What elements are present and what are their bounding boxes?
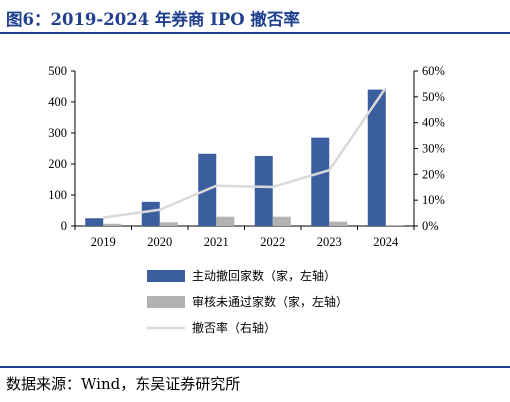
x-tick-label: 2022 [260,235,285,249]
x-tick-label: 2020 [147,235,172,249]
right-tick-label: 30% [422,142,445,156]
line-rate [103,87,387,219]
left-tick-label: 500 [48,64,67,78]
left-tick-label: 0 [61,219,67,233]
source-note: 数据来源：Wind，东吴证券研究所 [6,375,241,393]
right-tick-label: 0% [422,219,439,233]
right-tick-label: 10% [422,193,445,207]
chart-bars [85,89,404,226]
legend-swatch-withdrawn [147,270,185,282]
left-tick-label: 300 [48,126,67,140]
legend-label: 撤否率（右轴） [192,320,276,335]
title-rule [0,32,510,34]
legend-label: 审核未通过家数（家，左轴） [192,294,348,309]
x-tick-label: 2023 [317,235,342,249]
bar-withdrawn [254,155,273,226]
bar-rejected [385,225,404,226]
x-tick-label: 2019 [91,235,116,249]
chart-axes: 0 100 200 300 400 500 0% 10% 20% 30% 40% 50% 60% 2019… [48,64,445,249]
right-tick-label: 40% [422,116,445,130]
bar-withdrawn [141,201,160,226]
left-tick-label: 100 [48,188,67,202]
right-tick-label: 60% [422,64,445,78]
legend-swatch-rejected [147,296,185,308]
bar-rejected [159,222,178,226]
bar-rejected [103,223,122,226]
left-tick-label: 400 [48,95,67,109]
bar-rejected [272,216,291,226]
chart-title: 图6：2019-2024 年券商 IPO 撤否率 [6,10,300,29]
x-tick-label: 2024 [373,235,399,249]
source-rule [0,366,510,368]
chart-line [103,87,387,219]
bar-withdrawn [85,218,104,226]
right-tick-label: 50% [422,90,445,104]
legend-label: 主动撤回家数（家，左轴） [192,268,336,283]
bar-rejected [329,221,348,226]
bar-withdrawn [311,137,330,226]
chart: 0 100 200 300 400 500 0% 10% 20% 30% 40% 50% 60% 2019… [48,64,445,335]
bar-rejected [216,216,235,226]
x-tick-label: 2021 [204,235,229,249]
right-tick-label: 20% [422,167,445,181]
chart-legend: 主动撤回家数（家，左轴） 审核未通过家数（家，左轴） 撤否率（右轴） [147,268,348,335]
left-tick-label: 200 [48,157,67,171]
bar-withdrawn [367,89,386,226]
